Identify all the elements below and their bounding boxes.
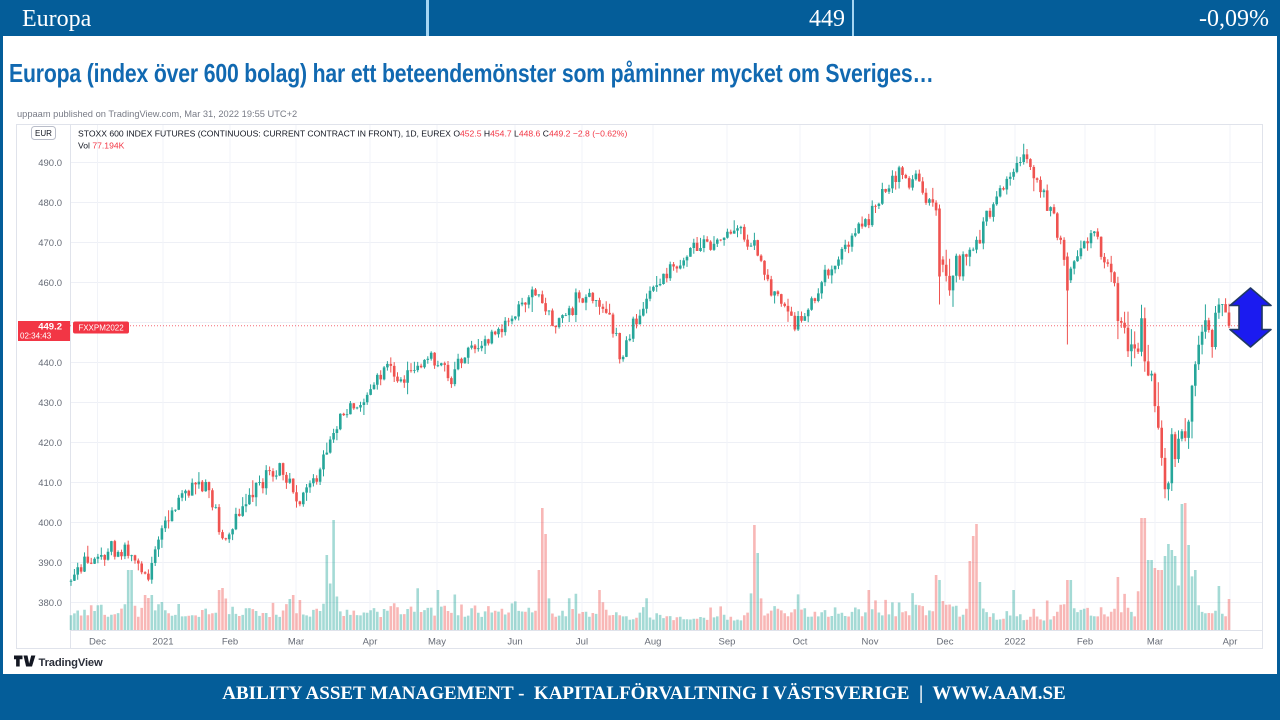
svg-text:430.0: 430.0 [38,398,62,409]
svg-text:Feb: Feb [222,637,238,648]
svg-text:Dec: Dec [937,637,954,648]
svg-text:May: May [428,637,446,648]
svg-text:400.0: 400.0 [38,518,62,529]
svg-text:Feb: Feb [1077,637,1093,648]
svg-text:410.0: 410.0 [38,478,62,489]
svg-text:Sep: Sep [719,637,736,648]
svg-text:Apr: Apr [363,637,378,648]
svg-text:STOXX 600 INDEX FUTURES (CONTI: STOXX 600 INDEX FUTURES (CONTINUOUS: CUR… [78,129,627,139]
svg-text:TradingView: TradingView [39,657,103,669]
svg-text:2021: 2021 [152,637,173,648]
svg-text:Dec: Dec [89,637,106,648]
svg-text:420.0: 420.0 [38,438,62,449]
svg-text:Aug: Aug [645,637,662,648]
svg-text:FXXPM2022: FXXPM2022 [78,324,124,333]
svg-text:Nov: Nov [862,637,879,648]
svg-text:440.0: 440.0 [38,358,62,369]
svg-text:Jul: Jul [576,637,588,648]
svg-text:480.0: 480.0 [38,198,62,209]
svg-text:Oct: Oct [793,637,808,648]
svg-text:Vol 77.194K: Vol 77.194K [78,141,125,151]
svg-text:Mar: Mar [288,637,304,648]
svg-text:490.0: 490.0 [38,158,62,169]
svg-text:390.0: 390.0 [38,558,62,569]
svg-text:uppaam published on TradingVie: uppaam published on TradingView.com, Mar… [17,109,297,119]
svg-text:470.0: 470.0 [38,238,62,249]
svg-text:449.2: 449.2 [38,322,62,333]
svg-text:460.0: 460.0 [38,278,62,289]
svg-text:EUR: EUR [35,129,52,138]
svg-text:Apr: Apr [1223,637,1238,648]
svg-text:2022: 2022 [1004,637,1025,648]
svg-text:Mar: Mar [1147,637,1163,648]
svg-text:380.0: 380.0 [38,598,62,609]
svg-text:Jun: Jun [507,637,522,648]
svg-text:02:34:43: 02:34:43 [20,332,52,341]
